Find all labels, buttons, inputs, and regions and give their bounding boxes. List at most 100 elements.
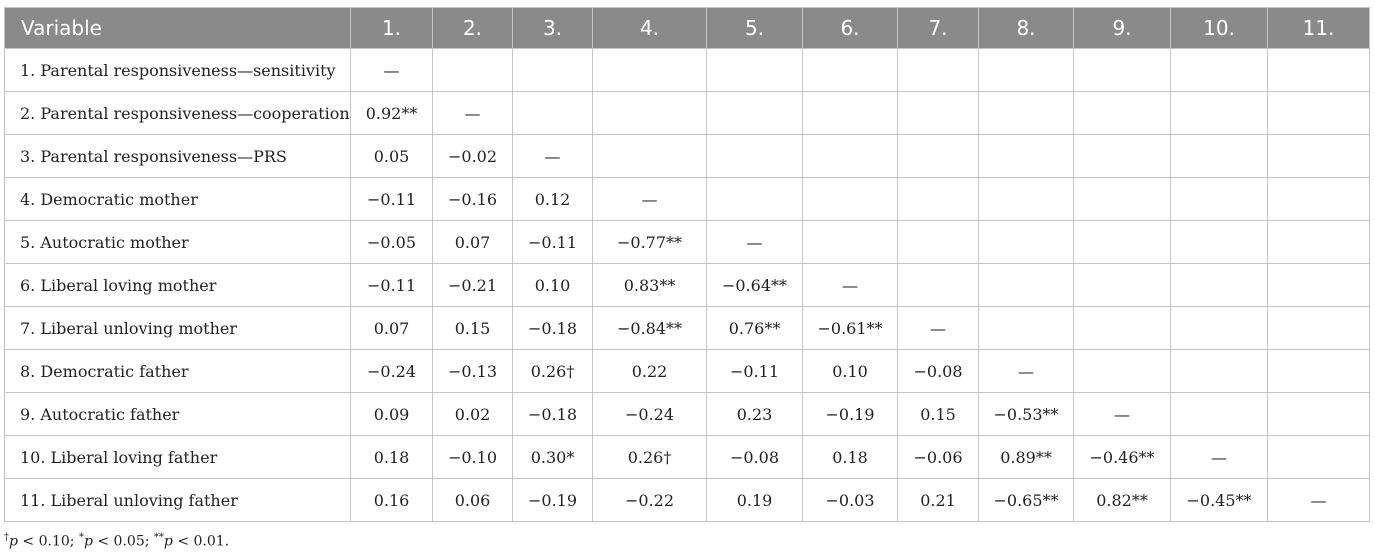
table-cell [1170,134,1268,178]
table-cell: −0.08 [706,435,803,479]
correlation-table: Variable 1. 2. 3. 4. 5. 6. 7. 8. 9. 10. 11. 1. Par… [4,7,1370,522]
table-cell: 0.19 [706,478,803,522]
table-cell [432,48,513,92]
table-cell: −0.18 [512,392,593,436]
table-cell: −0.77** [592,220,707,264]
table-cell: −0.11 [350,263,433,307]
footnote-dagger: † [4,532,9,543]
footnote-text-1: < 0.10; [17,533,79,550]
table-cell [706,134,803,178]
table-cell: −0.08 [897,349,979,393]
row-label: 6. Liberal loving mother [4,263,351,307]
table-cell [1073,177,1171,221]
table-cell [1073,91,1171,135]
table-cell [1170,349,1268,393]
header-column-5: 5. [706,7,803,49]
table-cell [897,91,979,135]
row-label: 4. Democratic mother [4,177,351,221]
table-cell [897,134,979,178]
table-body: 1. Parental responsiveness—sensitivity —2… [4,48,1370,522]
header-column-4: 4. [592,7,707,49]
table-cell [802,177,898,221]
table-cell: — [802,263,898,307]
table-cell [1073,134,1171,178]
table-cell [1170,306,1268,350]
table-cell: 0.09 [350,392,433,436]
table-cell [1170,392,1268,436]
footnote-text-2: < 0.05; [92,533,154,550]
table-cell [1267,177,1370,221]
table-cell: −0.84** [592,306,707,350]
table-row: 6. Liberal loving mother −0.11 −0.21 0.10 0.… [4,263,1370,307]
table-cell [978,306,1074,350]
table-cell [802,91,898,135]
table-cell [897,263,979,307]
table-cell: — [706,220,803,264]
header-column-8: 8. [978,7,1074,49]
table-cell [1267,435,1370,479]
table-row: 8. Democratic father −0.24 −0.13 0.26† 0.22−… [4,349,1370,393]
table-cell [1073,306,1171,350]
table-cell: −0.11 [512,220,593,264]
footnote-p-2: p [83,533,93,550]
table-cell: −0.02 [432,134,513,178]
table-cell: 0.82** [1073,478,1171,522]
table-cell: 0.16 [350,478,433,522]
table-cell: — [978,349,1074,393]
table-cell: 0.06 [432,478,513,522]
table-cell [897,177,979,221]
row-label: 8. Democratic father [4,349,351,393]
table-cell [1170,263,1268,307]
table-cell: 0.89** [978,435,1074,479]
table-row: 9. Autocratic father 0.09 0.02 −0.18 −0.24 0.… [4,392,1370,436]
header-column-6: 6. [802,7,898,49]
table-cell [978,48,1074,92]
footnote-text-3: < 0.01. [172,533,230,550]
table-cell: 0.92** [350,91,433,135]
table-cell: 0.15 [432,306,513,350]
table-cell: — [592,177,707,221]
table-cell [706,177,803,221]
table-cell: 0.76** [706,306,803,350]
header-variable: Variable [4,7,351,49]
header-column-1: 1. [350,7,433,49]
table-row: 5. Autocratic mother −0.05 0.07 −0.11 −0.77*… [4,220,1370,264]
table-cell: — [1073,392,1171,436]
table-cell [512,48,593,92]
table-cell: −0.05 [350,220,433,264]
header-column-11: 11. [1267,7,1370,49]
table-cell [1267,349,1370,393]
table-cell: 0.10 [802,349,898,393]
table-cell [1267,220,1370,264]
table-cell: 0.26† [512,349,593,393]
table-cell [1170,48,1268,92]
table-cell [1267,91,1370,135]
table-cell: 0.26† [592,435,707,479]
table-cell: 0.05 [350,134,433,178]
table-cell [978,134,1074,178]
table-cell: — [512,134,593,178]
table-cell: −0.11 [350,177,433,221]
table-cell [802,220,898,264]
table-cell [592,134,707,178]
table-cell: 0.21 [897,478,979,522]
table-cell [1267,392,1370,436]
table-cell: −0.10 [432,435,513,479]
table-cell [592,91,707,135]
table-cell [512,91,593,135]
table-cell: −0.24 [592,392,707,436]
footnote-p-3: p [163,533,173,550]
table-cell: −0.46** [1073,435,1171,479]
table-row: 4. Democratic mother −0.11 −0.16 0.12— [4,177,1370,221]
table-cell [592,48,707,92]
header-column-3: 3. [512,7,593,49]
table-row: 2. Parental responsiveness—cooperation 0.… [4,91,1370,135]
table-cell: −0.61** [802,306,898,350]
table-cell: 0.15 [897,392,979,436]
table-cell: 0.18 [350,435,433,479]
table-cell [1073,263,1171,307]
row-label: 2. Parental responsiveness—cooperation [4,91,351,135]
table-cell: −0.53** [978,392,1074,436]
table-cell: −0.65** [978,478,1074,522]
footnote-star-1: * [78,532,84,543]
